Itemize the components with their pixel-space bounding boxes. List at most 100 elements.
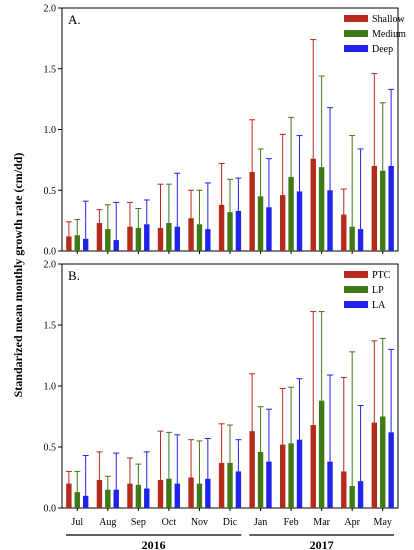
y-tick-label: 2.0: [44, 260, 57, 271]
bar-la: [266, 461, 272, 508]
bar-la: [174, 483, 181, 508]
x-tick-label: Dic: [223, 517, 238, 528]
legend-swatch: [344, 301, 368, 308]
bar-ptc: [218, 462, 225, 508]
bar-medium: [166, 223, 172, 251]
y-tick-label: 1.5: [44, 64, 57, 75]
bar-deep: [113, 240, 119, 251]
bar-deep: [174, 226, 181, 251]
x-tick-label: Mar: [313, 517, 330, 528]
x-tick-label: Oct: [162, 517, 177, 528]
bar-la: [357, 481, 364, 508]
panel-label: B.: [68, 268, 80, 283]
legend-swatch: [344, 15, 368, 22]
month-axis: Jul Aug Sep Oct Nov Dic Jan Feb Mar Apr May: [71, 517, 391, 528]
x-tick-label: Feb: [284, 517, 299, 528]
bar-medium: [74, 235, 80, 251]
bar-shallow: [249, 172, 255, 251]
bar-ptc: [188, 477, 194, 508]
bar-lp: [135, 484, 142, 508]
bar-medium: [380, 170, 386, 251]
legend-label: Medium: [372, 29, 406, 40]
bar-ptc: [249, 431, 255, 508]
bar-medium: [318, 167, 325, 251]
bar-medium: [349, 226, 355, 251]
y-tick-label: 1.0: [44, 382, 57, 393]
legend-swatch: [344, 286, 368, 293]
bar-ptc: [157, 479, 164, 508]
bar-la: [296, 439, 303, 508]
bar-lp: [227, 462, 233, 508]
bar-ptc: [66, 483, 72, 508]
bar-la: [113, 489, 119, 508]
bar-la: [144, 488, 150, 508]
y-tick-label: 0.0: [44, 247, 57, 258]
bar-lp: [74, 492, 80, 508]
bar-deep: [235, 210, 242, 251]
y-axis-label: Standarized mean monthly growth rate (cm…: [11, 153, 25, 398]
bar-medium: [257, 196, 264, 251]
bar-deep: [327, 190, 333, 251]
bar-deep: [205, 229, 211, 251]
y-tick-label: 1.0: [44, 125, 57, 136]
bar-deep: [266, 207, 272, 251]
x-tick-label: Aug: [99, 517, 116, 528]
bar-medium: [196, 224, 203, 251]
bar-shallow: [218, 204, 225, 251]
bar-ptc: [341, 471, 347, 508]
bar-lp: [380, 416, 386, 508]
bar-deep: [357, 229, 364, 251]
legend-swatch: [344, 271, 368, 278]
panel-a: 0.0 0.5 1.0 1.5 2.0 A. Shallow Medium Deep: [44, 4, 407, 258]
bar-lp: [166, 478, 172, 508]
y-tick-label: 1.5: [44, 321, 57, 332]
bar-lp: [105, 489, 111, 508]
bar-medium: [288, 176, 294, 251]
x-tick-label: Jul: [71, 517, 83, 528]
bar-shallow: [96, 223, 103, 251]
legend-label: Shallow: [372, 14, 406, 25]
bar-la: [235, 471, 242, 508]
bar-ptc: [310, 425, 316, 508]
bar-la: [205, 478, 211, 508]
bar-deep: [144, 224, 150, 251]
y-tick-label: 0.5: [44, 186, 57, 197]
bar-medium: [135, 227, 142, 251]
legend-label: LP: [372, 285, 384, 296]
y-tick-label: 2.0: [44, 4, 57, 15]
bar-shallow: [371, 165, 378, 251]
panel-label: A.: [68, 12, 81, 27]
bar-lp: [318, 400, 325, 508]
x-tick-label: Jan: [254, 517, 267, 528]
bar-shallow: [127, 226, 133, 251]
bar-medium: [105, 229, 111, 251]
bar-shallow: [341, 214, 347, 251]
x-tick-label: Sep: [131, 517, 146, 528]
x-tick-label: May: [374, 517, 392, 528]
legend-label: LA: [372, 300, 386, 311]
year-groups: 2016 2017: [66, 534, 394, 550]
bar-lp: [257, 451, 264, 508]
bar-deep: [296, 191, 303, 251]
panel-b: 0.0 0.5 1.0 1.5 2.0 B. PTC LP LA: [44, 260, 399, 515]
bar-lp: [349, 486, 355, 508]
bar-shallow: [157, 227, 164, 251]
year-group-label: 2017: [310, 538, 334, 550]
bar-deep: [388, 165, 394, 251]
bar-ptc: [96, 479, 103, 508]
bar-la: [82, 495, 89, 508]
bar-ptc: [127, 483, 133, 508]
y-tick-label: 0.5: [44, 443, 57, 454]
legend-label: PTC: [372, 270, 391, 281]
legend-swatch: [344, 30, 368, 37]
legend-label: Deep: [372, 44, 393, 55]
bar-lp: [196, 483, 203, 508]
x-tick-label: Apr: [344, 517, 360, 528]
x-tick-label: Nov: [191, 517, 208, 528]
bar-shallow: [66, 236, 72, 251]
bar-shallow: [188, 218, 194, 251]
bar-ptc: [371, 422, 378, 508]
y-tick-label: 0.0: [44, 504, 57, 515]
bar-la: [327, 461, 333, 508]
